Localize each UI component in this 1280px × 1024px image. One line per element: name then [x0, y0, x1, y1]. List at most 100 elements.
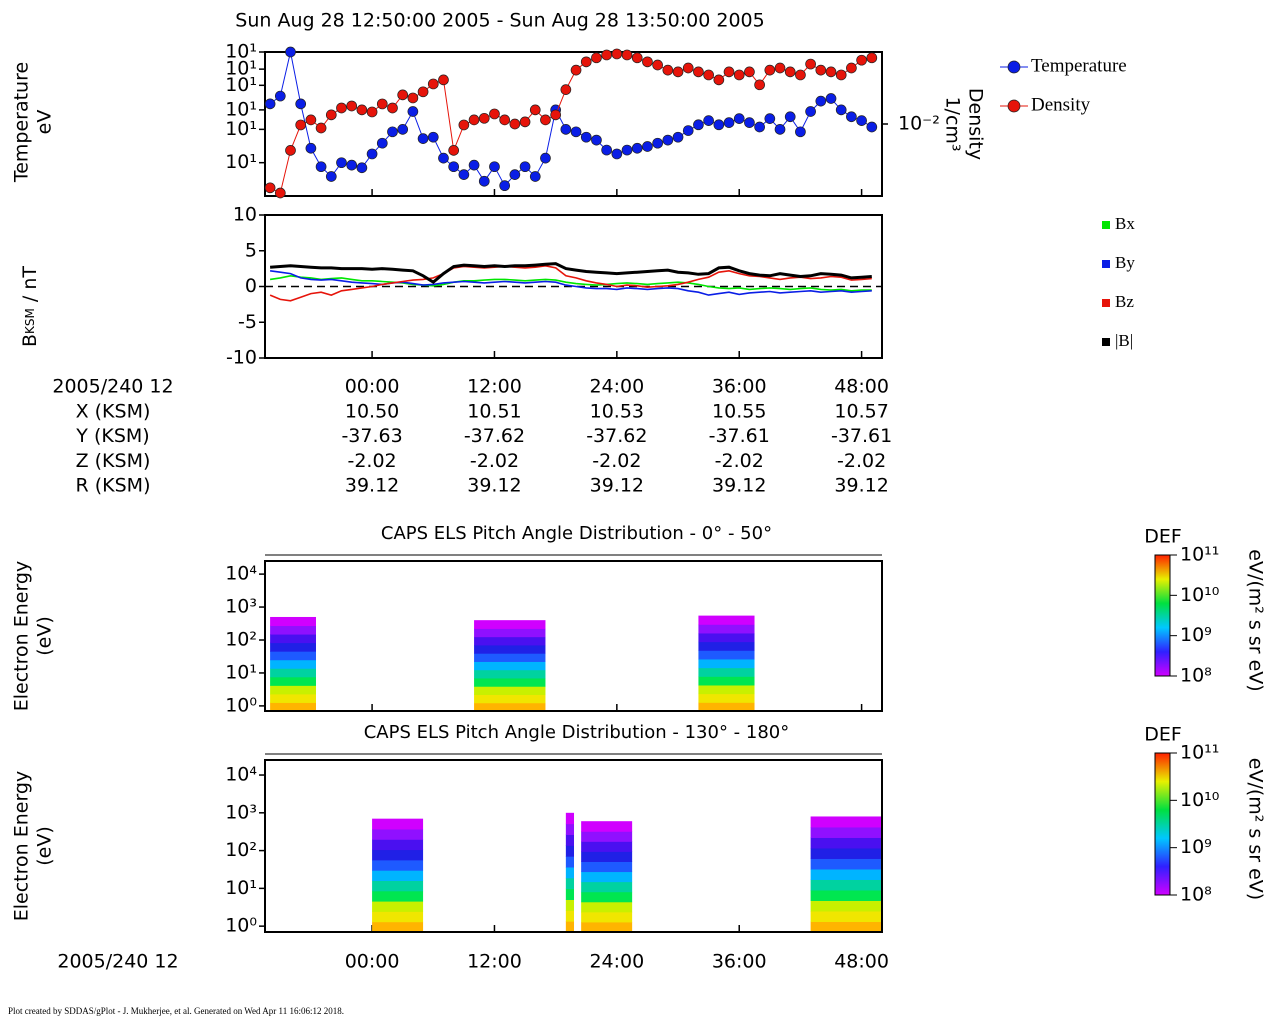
colorbar-unit: eV/(m² s sr eV) — [1245, 549, 1267, 691]
legend-label: Temperature — [1031, 55, 1127, 76]
y-tick-label: 10⁴ — [225, 764, 257, 786]
heat-cell — [698, 658, 755, 669]
ephemeris-value: 10.51 — [467, 401, 521, 423]
data-point — [285, 46, 296, 58]
data-point — [356, 104, 368, 116]
heat-cell — [581, 891, 633, 903]
colorbar-tick-label: 10¹¹ — [1180, 742, 1219, 764]
data-point — [325, 109, 337, 121]
heat-cell — [581, 851, 633, 862]
data-point — [570, 64, 582, 76]
heat-cell — [474, 694, 546, 704]
panel-title: CAPS ELS Pitch Angle Distribution - 0° -… — [381, 523, 772, 544]
y-tick-label: 10⁰ — [225, 694, 257, 716]
data-point — [856, 115, 867, 126]
ephemeris-value: 39.12 — [590, 475, 644, 497]
data-point — [519, 161, 531, 173]
data-point — [723, 66, 735, 78]
heat-cell — [565, 845, 575, 857]
series-line — [269, 264, 872, 302]
ephemeris-value: 10.50 — [345, 401, 399, 423]
heat-cell — [372, 890, 424, 902]
ephemeris-value: -2.02 — [347, 450, 396, 472]
heat-cell — [581, 901, 633, 913]
heat-cell — [810, 868, 882, 880]
heat-cell — [810, 910, 882, 922]
y-label: Electron Energy — [11, 561, 33, 712]
y-tick-label: 10¹ — [225, 661, 257, 683]
y-tick-label: -5 — [238, 311, 257, 333]
data-point — [713, 119, 725, 131]
data-point — [336, 157, 347, 169]
heat-cell — [372, 880, 424, 892]
data-point — [570, 126, 582, 138]
colorbar-tick-label: 10⁹ — [1180, 624, 1212, 646]
colorbar-tick-label: 10⁸ — [1180, 665, 1212, 687]
data-point — [468, 114, 480, 126]
data-point — [397, 89, 409, 101]
plot-frame — [264, 560, 883, 712]
ephemeris-label: Z (KSM) — [76, 450, 151, 472]
y-tick-label: 10¹ — [225, 98, 257, 120]
data-point — [376, 98, 388, 110]
heat-cell — [270, 659, 316, 669]
data-point — [601, 49, 612, 61]
panel-title: CAPS ELS Pitch Angle Distribution - 130°… — [364, 722, 790, 743]
data-point — [733, 69, 745, 81]
data-point — [591, 52, 602, 64]
x-tick-label: 00:00 — [345, 951, 400, 973]
heat-cell — [565, 877, 575, 890]
heat-cell — [270, 634, 316, 644]
data-point — [550, 109, 562, 121]
data-point — [580, 56, 592, 68]
data-point — [458, 169, 470, 180]
data-point — [489, 161, 500, 173]
ephemeris-label: R (KSM) — [76, 475, 151, 497]
heat-cell — [698, 667, 755, 677]
data-point — [835, 104, 847, 116]
legend-label: By — [1115, 253, 1135, 272]
data-point — [754, 79, 765, 91]
y-label-part: KSM — [23, 308, 37, 334]
heat-cell — [581, 911, 633, 923]
y-tick-label: 0 — [245, 275, 257, 297]
y-tick-label: 10¹ — [225, 151, 257, 173]
legend-marker — [1007, 60, 1021, 74]
data-point — [478, 112, 490, 124]
heat-cell — [270, 651, 316, 661]
data-point — [825, 93, 837, 104]
colorbar-tick-label: 10¹⁰ — [1180, 789, 1219, 811]
heat-cell — [581, 921, 633, 933]
plot-frame — [264, 759, 883, 933]
ephemeris-value: 10.53 — [590, 401, 644, 423]
data-point — [274, 187, 286, 199]
heat-cell — [581, 871, 633, 883]
x-tick-label: 36:00 — [712, 376, 767, 398]
y-label-part: B — [19, 334, 41, 347]
data-point — [560, 84, 572, 95]
data-point — [560, 124, 572, 135]
data-point — [438, 152, 449, 164]
legend-marker — [1102, 260, 1110, 268]
heat-cell — [270, 625, 316, 635]
data-point — [325, 171, 337, 182]
heat-cell — [270, 676, 316, 686]
heat-cell — [372, 901, 424, 912]
x-tick-label: 00:00 — [345, 376, 400, 398]
data-point — [529, 104, 541, 116]
y-tick-label: 10⁰ — [225, 915, 257, 937]
legend-marker — [1102, 299, 1110, 307]
heat-cell — [698, 650, 755, 660]
heat-cell — [270, 685, 316, 695]
heat-cell — [372, 818, 424, 830]
heat-cell — [810, 826, 882, 838]
legend-label: Bx — [1115, 214, 1135, 233]
colorbar-tick-label: 10⁸ — [1180, 884, 1212, 906]
y2-label: 1/cm³ — [942, 96, 964, 151]
data-point — [703, 69, 714, 81]
y-tick-label: 5 — [245, 239, 257, 261]
heat-cell — [810, 858, 882, 870]
heat-cell — [565, 823, 575, 835]
data-point — [795, 69, 806, 81]
heat-cell — [372, 921, 424, 933]
